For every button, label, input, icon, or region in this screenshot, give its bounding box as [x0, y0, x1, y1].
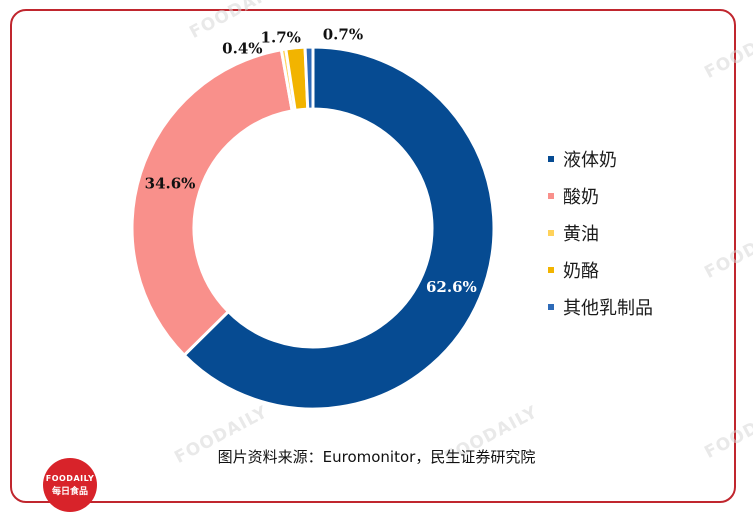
donut-slice-1: [130, 48, 294, 358]
slice-label-2: 0.4%: [222, 39, 262, 57]
legend-label: 酸奶: [563, 186, 599, 208]
legend-label: 液体奶: [563, 149, 617, 171]
legend-swatch: [548, 229, 554, 236]
legend-item-1: 酸奶: [548, 177, 653, 214]
slice-label-0: 62.6%: [426, 278, 477, 296]
logo-text-cn: 每日食品: [51, 486, 88, 497]
legend-item-0: 液体奶: [548, 140, 653, 177]
chart-legend: 液体奶酸奶黄油奶酪其他乳制品: [548, 140, 653, 325]
foodaily-logo: FOODAILY 每日食品: [43, 458, 97, 512]
legend-swatch: [548, 155, 554, 162]
donut-slice-4: [303, 45, 315, 111]
legend-item-2: 黄油: [548, 214, 653, 251]
legend-label: 奶酪: [563, 260, 599, 282]
legend-item-3: 奶酪: [548, 251, 653, 288]
logo-text-en: FOODAILY: [45, 473, 95, 483]
source-caption: 图片资料来源：Euromonitor，民生证券研究院: [217, 448, 536, 466]
legend-swatch: [548, 192, 554, 199]
legend-swatch: [548, 266, 554, 273]
slice-label-3: 1.7%: [261, 29, 301, 47]
legend-label: 黄油: [563, 223, 599, 245]
donut-slice-0: [182, 45, 496, 411]
legend-swatch: [548, 303, 554, 310]
legend-item-4: 其他乳制品: [548, 288, 653, 325]
slice-label-1: 34.6%: [145, 175, 196, 193]
legend-label: 其他乳制品: [563, 297, 653, 319]
slice-label-4: 0.7%: [323, 25, 363, 43]
